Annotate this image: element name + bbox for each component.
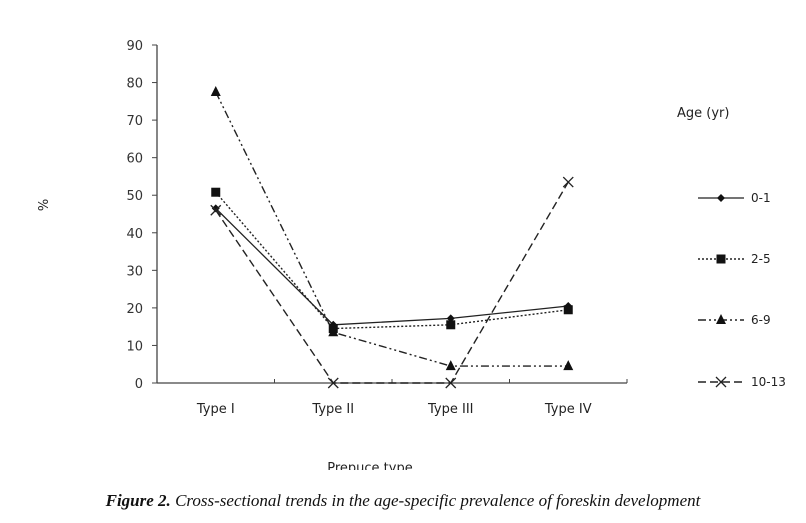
figure-caption-label: Figure 2. (105, 491, 171, 510)
y-tick-label: 70 (126, 114, 143, 129)
y-tick-label: 40 (126, 227, 143, 242)
data-point-2-5 (446, 320, 456, 330)
data-point-2-5 (563, 305, 573, 315)
legend-title: Age (yr) (677, 106, 729, 121)
x-tick-label: Type II (311, 402, 354, 417)
legend-label: 0-1 (751, 191, 771, 205)
legend: 0-1 2-5 6-9 10-13 (698, 191, 786, 389)
y-tick-label: 50 (126, 189, 143, 204)
data-point-6-9 (445, 360, 456, 371)
legend-label: 2-5 (751, 252, 771, 266)
legend-label: 10-13 (751, 375, 786, 389)
series-line-6-9 (215, 91, 569, 367)
y-tick-label: 80 (126, 77, 143, 92)
x-tick-label: Type III (427, 402, 474, 417)
data-point-0-1 (211, 204, 220, 213)
y-tick-label: 20 (126, 302, 143, 317)
legend-item: 2-5 (698, 252, 771, 266)
legend-label: 6-9 (751, 313, 771, 327)
line-chart: 0 10 20 30 40 50 60 70 80 90 Type I Type II Type III… (37, 39, 786, 470)
axes: 0 10 20 30 40 50 60 70 80 90 Type I Type II Type III… (126, 39, 628, 417)
y-tick-label: 60 (126, 152, 143, 167)
legend-marker (715, 376, 727, 388)
legend-marker (717, 194, 725, 202)
data-point-6-9 (563, 360, 574, 371)
data-point-6-9 (328, 326, 339, 337)
legend-marker (716, 254, 726, 264)
data-point-6-9 (210, 85, 221, 96)
y-axis-title: % (37, 199, 52, 211)
figure-caption: Figure 2. Cross-sectional trends in the … (0, 491, 806, 511)
y-tick-label: 30 (126, 264, 143, 279)
series-line-2-5 (215, 191, 569, 330)
x-axis-title: Prepuce type (327, 461, 412, 470)
data-point-10-13 (327, 377, 339, 389)
y-tick-label: 10 (126, 339, 143, 354)
figure-caption-text: Cross-sectional trends in the age-specif… (170, 491, 701, 510)
data-point-10-13 (210, 204, 222, 216)
y-tick-label: 0 (135, 377, 143, 392)
x-tick-label: Type IV (544, 402, 592, 417)
series-line-0-1 (215, 207, 569, 326)
legend-item: 10-13 (698, 375, 786, 389)
data-point-10-13 (445, 377, 457, 389)
legend-item: 6-9 (698, 313, 771, 327)
series-markers (210, 85, 574, 389)
series-lines (215, 91, 569, 384)
legend-marker (716, 314, 726, 324)
data-point-10-13 (562, 176, 574, 188)
x-tick-label: Type I (196, 402, 235, 417)
series-line-10-13 (215, 181, 569, 384)
data-point-2-5 (211, 187, 221, 197)
y-tick-label: 90 (126, 39, 143, 54)
legend-item: 0-1 (698, 191, 771, 205)
